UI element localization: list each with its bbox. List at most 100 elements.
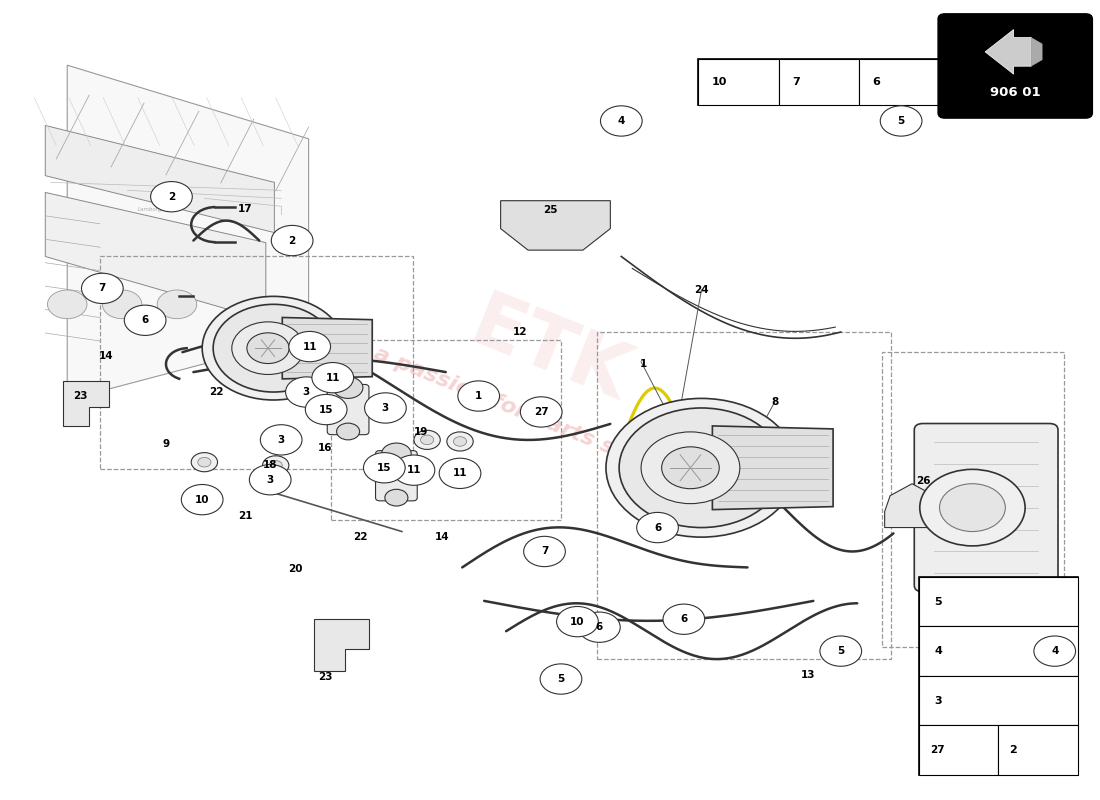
Polygon shape: [713, 426, 833, 510]
Circle shape: [1034, 636, 1076, 666]
Circle shape: [939, 484, 1005, 531]
Circle shape: [382, 443, 411, 465]
Text: 4: 4: [934, 646, 942, 656]
FancyBboxPatch shape: [375, 450, 417, 501]
Circle shape: [272, 226, 313, 256]
Text: 21: 21: [238, 510, 252, 521]
Circle shape: [182, 485, 223, 515]
Circle shape: [579, 612, 620, 642]
Bar: [698, 58, 939, 105]
Text: 24: 24: [694, 285, 708, 295]
Text: 22: 22: [353, 532, 367, 542]
Circle shape: [520, 397, 562, 427]
Circle shape: [363, 453, 405, 483]
Circle shape: [102, 290, 142, 318]
Text: 12: 12: [513, 327, 528, 338]
Circle shape: [453, 437, 466, 446]
Text: 6: 6: [142, 315, 148, 326]
Circle shape: [232, 322, 305, 374]
Text: 6: 6: [680, 614, 688, 624]
Text: 5: 5: [898, 116, 904, 126]
Text: 16: 16: [318, 443, 332, 453]
Text: 8: 8: [771, 397, 779, 406]
Polygon shape: [500, 201, 610, 250]
Text: 3: 3: [302, 387, 310, 397]
Circle shape: [661, 447, 719, 489]
Text: 15: 15: [319, 405, 333, 414]
Text: 5: 5: [558, 674, 564, 684]
Text: 3: 3: [277, 435, 285, 445]
Bar: [779, 58, 859, 105]
Circle shape: [333, 377, 363, 398]
Circle shape: [420, 435, 433, 445]
Circle shape: [47, 290, 87, 318]
Text: 3: 3: [382, 403, 389, 413]
Circle shape: [385, 490, 408, 506]
Circle shape: [641, 432, 740, 504]
Text: 4: 4: [617, 116, 625, 126]
Text: 6: 6: [596, 622, 603, 632]
FancyBboxPatch shape: [938, 14, 1092, 118]
Polygon shape: [63, 382, 110, 426]
Text: 11: 11: [302, 342, 317, 351]
Text: 11: 11: [326, 373, 340, 382]
Circle shape: [306, 394, 346, 425]
Circle shape: [619, 408, 783, 527]
Circle shape: [337, 423, 360, 440]
Circle shape: [289, 331, 331, 362]
Text: 11: 11: [453, 468, 468, 478]
Circle shape: [261, 425, 302, 455]
Polygon shape: [884, 484, 934, 527]
Text: 6: 6: [872, 77, 880, 87]
Text: 23: 23: [318, 673, 332, 682]
Text: 7: 7: [792, 77, 800, 87]
Circle shape: [191, 453, 218, 472]
Text: 6: 6: [653, 522, 661, 533]
Text: 5: 5: [934, 597, 942, 606]
Polygon shape: [67, 65, 309, 400]
Circle shape: [198, 458, 211, 467]
Text: 14: 14: [98, 351, 113, 361]
Circle shape: [213, 304, 333, 392]
Circle shape: [151, 182, 192, 212]
Text: 26: 26: [916, 476, 931, 486]
Circle shape: [124, 305, 166, 335]
Circle shape: [920, 470, 1025, 546]
Polygon shape: [972, 599, 1033, 643]
Text: 906 01: 906 01: [990, 86, 1041, 99]
Polygon shape: [986, 30, 1031, 74]
Text: 7: 7: [99, 283, 106, 294]
Circle shape: [439, 458, 481, 489]
Text: 15: 15: [377, 462, 392, 473]
Text: 9: 9: [163, 439, 169, 449]
Text: 23: 23: [73, 391, 88, 401]
Bar: [859, 58, 939, 105]
Circle shape: [447, 432, 473, 451]
Circle shape: [364, 393, 406, 423]
Text: 20: 20: [288, 564, 302, 574]
Text: 11: 11: [407, 465, 421, 475]
Circle shape: [157, 290, 197, 318]
Text: ETK: ETK: [460, 287, 640, 417]
FancyBboxPatch shape: [914, 423, 1058, 592]
Text: 2: 2: [288, 235, 296, 246]
Circle shape: [880, 106, 922, 136]
Circle shape: [820, 636, 861, 666]
Text: 27: 27: [930, 745, 944, 755]
Text: 14: 14: [436, 532, 450, 542]
Polygon shape: [45, 193, 266, 320]
Text: 10: 10: [712, 77, 727, 87]
Circle shape: [524, 536, 565, 566]
Text: 19: 19: [414, 427, 428, 437]
FancyBboxPatch shape: [328, 385, 369, 434]
Circle shape: [263, 456, 289, 475]
Bar: [918, 577, 1078, 774]
Circle shape: [312, 362, 353, 393]
Circle shape: [393, 455, 434, 486]
Circle shape: [414, 430, 440, 450]
Bar: [918, 726, 998, 774]
Text: 3: 3: [266, 474, 274, 485]
Circle shape: [81, 274, 123, 303]
Text: 13: 13: [801, 670, 815, 680]
Bar: [998, 726, 1078, 774]
